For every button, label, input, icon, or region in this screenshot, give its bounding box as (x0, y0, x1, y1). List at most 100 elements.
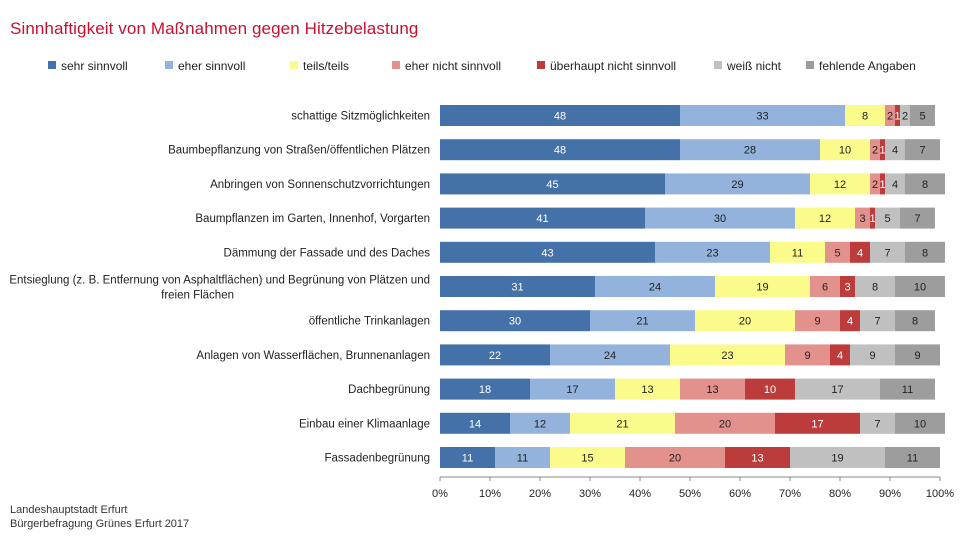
legend-swatch (392, 61, 400, 69)
bar-segment (855, 276, 895, 297)
stacked-bar-chart: schattige Sitzmöglichkeiten 48 33 8 2 1 2 5Baum… (9, 105, 954, 500)
legend-swatch (714, 61, 722, 69)
data-label: 9 (804, 350, 810, 362)
category-label: schattige Sitzmöglichkeiten (291, 111, 430, 123)
x-tick-label: 10% (479, 488, 501, 500)
data-label: 8 (922, 179, 928, 191)
bar-segment (440, 344, 550, 366)
data-label: 33 (756, 111, 768, 123)
bar-segment (530, 378, 615, 400)
bar-segment (675, 412, 775, 434)
data-label: 20 (739, 316, 751, 328)
bar-segment (785, 344, 830, 366)
data-label: 48 (554, 111, 566, 123)
data-label: 7 (874, 316, 880, 328)
data-label: 2 (872, 145, 878, 157)
data-label: 13 (751, 453, 763, 465)
data-label: 2 (887, 111, 893, 123)
bar-segment (510, 412, 570, 434)
legend-item: sehr sinnvoll (48, 59, 128, 73)
x-tick-label: 30% (579, 488, 601, 500)
data-label: 7 (919, 145, 925, 157)
bar-segment (905, 173, 945, 195)
bar-segment (885, 105, 895, 126)
data-label: 2 (902, 111, 908, 123)
data-label: 8 (912, 316, 918, 328)
data-label: 8 (922, 247, 928, 259)
data-label: 41 (536, 213, 548, 225)
bar-segment (495, 447, 550, 468)
data-label: 7 (914, 213, 920, 225)
data-label: 17 (811, 418, 823, 430)
x-tick-label: 100% (926, 488, 954, 500)
bar-segment (840, 276, 855, 297)
legend-swatch (537, 61, 545, 69)
data-label: 30 (509, 316, 521, 328)
bar-segment (870, 241, 905, 263)
bar-segment (910, 105, 935, 126)
legend-label: fehlende Angaben (819, 59, 916, 73)
data-label: 17 (566, 384, 578, 396)
data-label: 10 (764, 384, 776, 396)
category-label: Einbau einer Klimaanlage (299, 418, 430, 430)
data-label: 23 (721, 350, 733, 362)
bar-segment (440, 276, 595, 297)
category-label: Entsieglung (z. B. Entfernung von Asphal… (9, 275, 430, 287)
bar-segment (905, 241, 945, 263)
data-label: 13 (706, 384, 718, 396)
data-label: 11 (902, 384, 913, 396)
data-label: 9 (869, 350, 875, 362)
bar-segment (595, 276, 715, 297)
legend-label: weiß nicht (727, 59, 782, 73)
data-label: 4 (857, 247, 863, 259)
bar-segment (880, 139, 885, 161)
data-label: 10 (914, 418, 926, 430)
data-label: 8 (862, 111, 868, 123)
legend-label: eher nicht sinnvoll (405, 59, 502, 73)
bar-segment (795, 207, 855, 229)
data-label: 15 (581, 453, 593, 465)
data-label: 11 (462, 453, 473, 465)
data-label: 24 (604, 350, 616, 362)
bar-segment (870, 173, 880, 195)
legend-label: überhaupt nicht sinnvoll (550, 59, 677, 73)
legend-item: überhaupt nicht sinnvoll (537, 59, 676, 73)
bar-segment (590, 310, 695, 332)
bar-segment (905, 139, 940, 161)
bar-segment (810, 276, 840, 297)
bar-segment (885, 139, 905, 161)
bar-segment (810, 173, 870, 195)
bar-segment (880, 173, 885, 195)
bar-segment (440, 105, 680, 126)
x-tick-label: 50% (679, 488, 701, 500)
bar-segment (895, 276, 945, 297)
bar-segment (745, 378, 795, 400)
bar-segment (625, 447, 725, 468)
bar-segment (895, 310, 935, 332)
data-label: 1 (894, 111, 900, 123)
x-tick-label: 70% (779, 488, 801, 500)
bar-segment (440, 173, 665, 195)
bar-segment (775, 412, 860, 434)
bar-segment (680, 105, 845, 126)
data-label: 12 (819, 213, 831, 225)
bar-segment (850, 241, 870, 263)
data-label: 1 (879, 145, 885, 157)
bar-segment (895, 412, 945, 434)
bar-segment (680, 378, 745, 400)
data-label: 11 (517, 453, 528, 465)
x-tick-label: 20% (529, 488, 551, 500)
data-label: 18 (479, 384, 491, 396)
bar-segment (830, 344, 850, 366)
bar-segment (440, 378, 530, 400)
bar-segment (680, 139, 820, 161)
data-label: 10 (839, 145, 851, 157)
bar-segment (860, 310, 895, 332)
bar-segment (880, 378, 935, 400)
bar-segment (695, 310, 795, 332)
bar-segment (550, 447, 625, 468)
data-label: 17 (831, 384, 843, 396)
bar-segment (885, 173, 905, 195)
data-label: 21 (636, 316, 648, 328)
data-label: 4 (847, 316, 853, 328)
